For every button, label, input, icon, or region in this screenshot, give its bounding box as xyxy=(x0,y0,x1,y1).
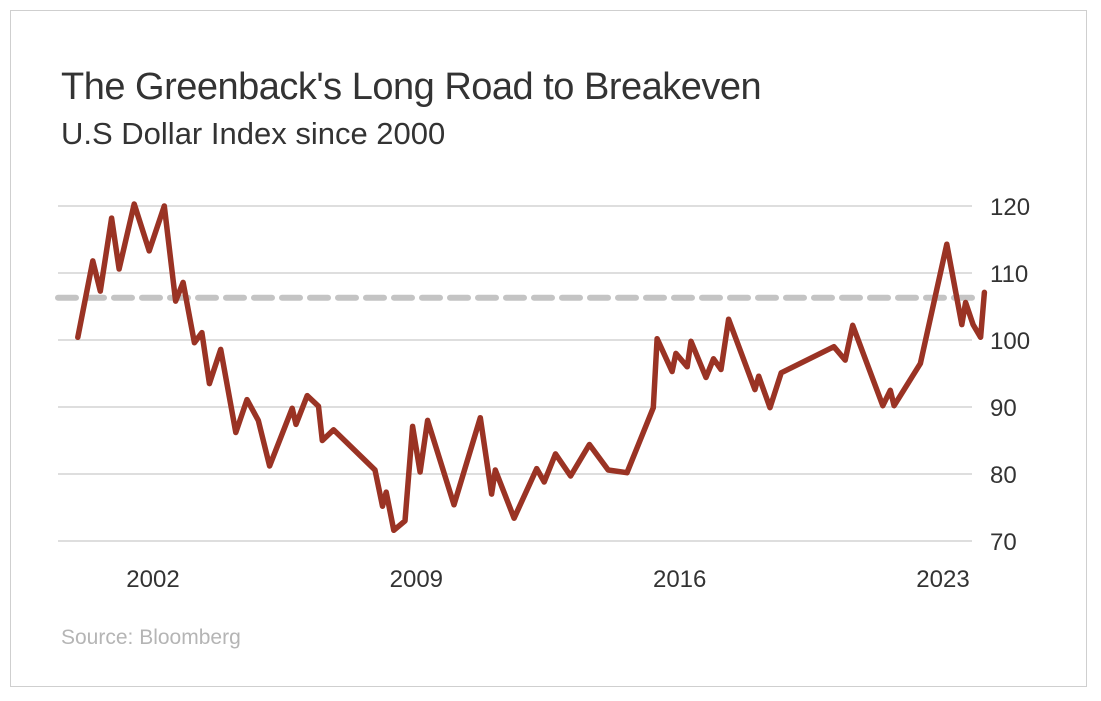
chart-subtitle: U.S Dollar Index since 2000 xyxy=(61,116,446,151)
y-tick-label: 80 xyxy=(990,462,1017,489)
chart-title: The Greenback's Long Road to Breakeven xyxy=(61,66,762,108)
x-tick-label: 2016 xyxy=(653,566,706,593)
chart-card xyxy=(10,10,1087,687)
x-tick-label: 2002 xyxy=(126,566,179,593)
x-tick-label: 2023 xyxy=(916,566,969,593)
y-tick-label: 70 xyxy=(990,529,1017,556)
source-note: Source: Bloomberg xyxy=(61,626,241,649)
y-tick-label: 100 xyxy=(990,328,1030,355)
y-tick-label: 120 xyxy=(990,194,1030,221)
y-tick-label: 110 xyxy=(990,261,1028,288)
y-tick-label: 90 xyxy=(990,395,1017,422)
x-tick-label: 2009 xyxy=(390,566,443,593)
series-line xyxy=(75,201,988,534)
